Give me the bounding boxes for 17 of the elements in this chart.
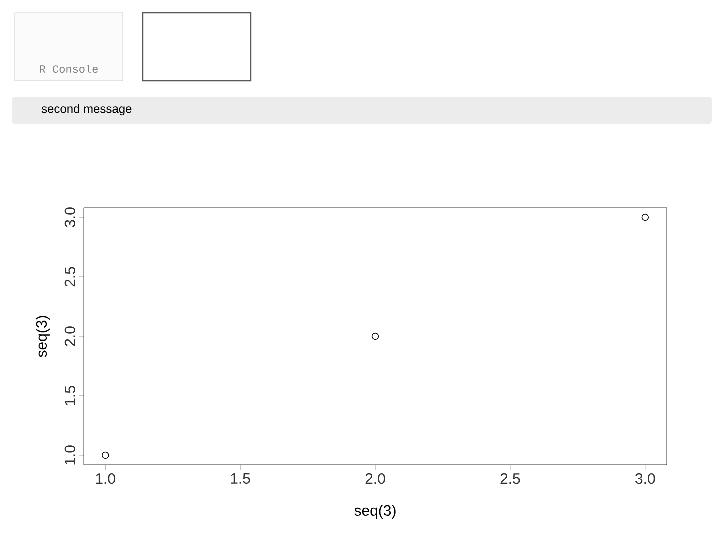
x-tick-label: 1.0 [96, 474, 116, 484]
y-tick-label: 2.5 [64, 267, 76, 287]
x-axis-title: seq(3) [354, 505, 396, 519]
x-tick-label: 2.5 [500, 474, 520, 484]
text: R Console [40, 64, 98, 74]
y-tick-label: 3.0 [64, 208, 76, 228]
x-tick-label: 2.0 [366, 474, 386, 484]
x-tick-label: 3.0 [636, 474, 656, 484]
y-tick-label: 1.0 [64, 446, 76, 465]
point [102, 452, 110, 460]
x-tick-label: 1.5 [231, 474, 250, 484]
y-tick-label: 2.0 [64, 326, 76, 346]
text: second message [42, 104, 132, 116]
point [372, 332, 380, 340]
point [642, 214, 649, 222]
y-tick-label: 1.5 [65, 386, 76, 406]
y-axis-title: seq(3) [36, 316, 50, 358]
